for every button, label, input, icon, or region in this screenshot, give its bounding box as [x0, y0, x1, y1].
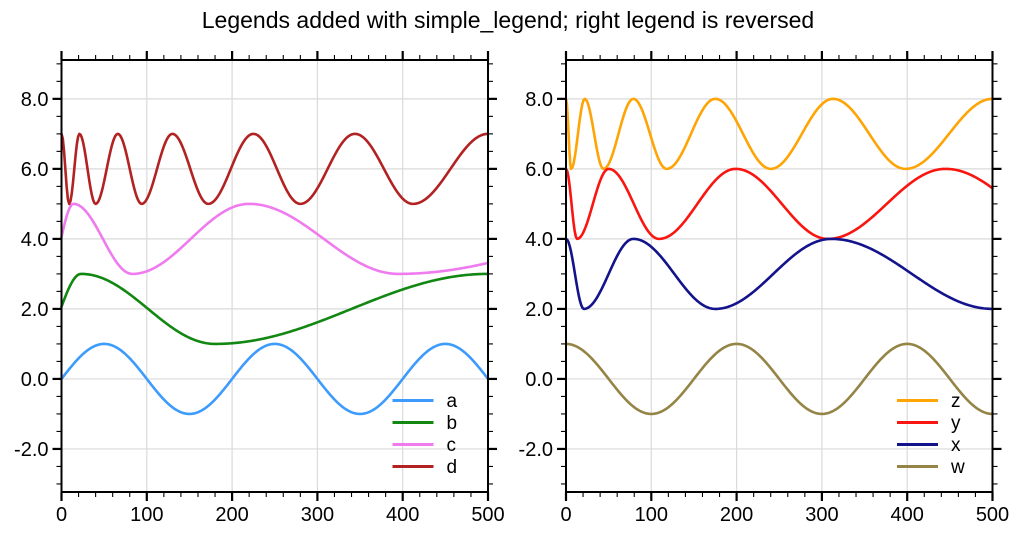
y-tick-label: -2.0 [519, 439, 553, 461]
legend-label-a: a [447, 391, 458, 412]
tick-labels: 0 100 200 300 400 500 -2.0 0.0 2.0 4.0 6.0 8.0 [14, 89, 505, 526]
plot-frame [60, 59, 489, 493]
legend-label-d: d [447, 457, 458, 478]
tick-marks [52, 51, 497, 501]
x-tick-label: 100 [130, 504, 163, 526]
gridlines [61, 60, 488, 492]
y-tick-label: 8.0 [525, 89, 553, 111]
legend-label-c: c [447, 435, 457, 456]
x-tick-label: 100 [635, 504, 668, 526]
gridlines [566, 60, 993, 492]
plot-title: Legends added with simple_legend; right … [201, 7, 815, 33]
x-tick-label: 200 [215, 504, 248, 526]
x-tick-label: 300 [301, 504, 334, 526]
series-x-line [564, 237, 994, 311]
y-tick-label: 0.0 [525, 369, 553, 391]
x-tick-label: 200 [720, 504, 753, 526]
tick-marks [557, 51, 1002, 501]
series-y-line [564, 167, 994, 241]
legend-label-y: y [951, 413, 961, 434]
series-z-line [564, 97, 994, 171]
x-tick-label: 500 [471, 504, 504, 526]
x-tick-label: 0 [56, 504, 67, 526]
x-tick-label: 500 [976, 504, 1009, 526]
series-b-line [60, 272, 490, 346]
x-tick-label: 0 [560, 504, 571, 526]
y-tick-label: 2.0 [525, 299, 553, 321]
legend-label-z: z [951, 391, 961, 412]
y-tick-label: 4.0 [21, 229, 49, 251]
series-a-line [60, 342, 490, 416]
y-tick-label: 6.0 [525, 159, 553, 181]
plot-frame [565, 59, 994, 493]
legend-label-x: x [951, 435, 961, 456]
x-tick-label: 300 [805, 504, 838, 526]
y-tick-label: 0.0 [21, 369, 49, 391]
legend-label-b: b [447, 413, 458, 434]
series-c-line [60, 202, 490, 276]
y-tick-label: 4.0 [525, 229, 553, 251]
y-tick-label: 8.0 [21, 89, 49, 111]
y-tick-label: -2.0 [14, 439, 48, 461]
legend-label-w: w [950, 457, 965, 478]
tick-labels: 0 100 200 300 400 500 -2.0 0.0 2.0 4.0 6.0 8.0 [519, 89, 1010, 526]
x-tick-label: 400 [891, 504, 924, 526]
x-tick-label: 400 [386, 504, 419, 526]
series-d-line [60, 132, 490, 206]
series-w-line [564, 342, 994, 416]
y-tick-label: 2.0 [21, 299, 49, 321]
y-tick-label: 6.0 [21, 159, 49, 181]
